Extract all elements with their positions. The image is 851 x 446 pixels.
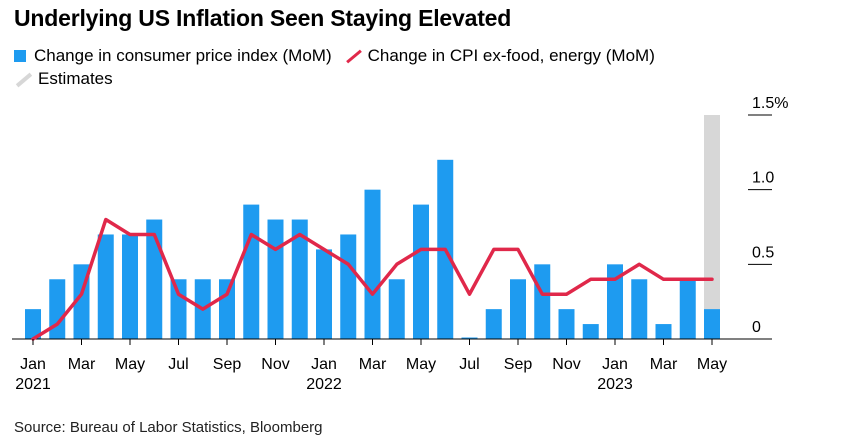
x-tick-label: Mar — [359, 356, 387, 373]
y-tick-label: 1.5% — [752, 95, 788, 112]
x-tick-label: Jan — [311, 356, 337, 373]
cpi-bar — [243, 204, 260, 339]
chart-title: Underlying US Inflation Seen Staying Ele… — [14, 5, 512, 31]
cpi-bar — [704, 309, 720, 339]
cpi-bar — [582, 324, 599, 339]
legend-label-estimates: Estimates — [38, 69, 113, 88]
legend: Change in consumer price index (MoM) Cha… — [14, 44, 667, 90]
cpi-bar — [291, 219, 308, 339]
x-tick-label: Sep — [213, 356, 242, 373]
cpi-bar — [388, 279, 405, 339]
cpi-bar — [219, 279, 235, 339]
y-tick-label: 1.0 — [752, 170, 774, 187]
cpi-bar — [49, 279, 66, 339]
x-tick-label: Nov — [552, 356, 580, 373]
x-tick-label: Jan — [602, 356, 628, 373]
cpi-bar — [316, 249, 332, 339]
cpi-bar — [558, 309, 575, 339]
x-tick-label: Jul — [459, 356, 479, 373]
estimate-band — [704, 115, 720, 339]
legend-label-core: Change in CPI ex-food, energy (MoM) — [367, 46, 655, 65]
legend-item-estimates: Estimates — [14, 67, 113, 90]
source-note: Source: Bureau of Labor Statistics, Bloo… — [14, 419, 323, 436]
legend-item-core: Change in CPI ex-food, energy (MoM) — [344, 44, 655, 67]
x-tick-year-label: 2021 — [15, 376, 51, 393]
x-tick-label: Jul — [168, 356, 188, 373]
y-tick-label: 0 — [752, 319, 761, 336]
cpi-bar — [97, 234, 114, 339]
legend-item-cpi: Change in consumer price index (MoM) — [14, 44, 332, 67]
x-tick-label: Mar — [650, 356, 678, 373]
x-tick-label: Sep — [504, 356, 533, 373]
x-tick-label: Nov — [261, 356, 289, 373]
cpi-bar — [607, 264, 623, 339]
cpi-bar — [510, 279, 526, 339]
x-tick-label: Mar — [68, 356, 96, 373]
cpi-bar — [170, 279, 187, 339]
y-tick-label: 0.5 — [752, 244, 774, 261]
x-tick-label: May — [115, 356, 145, 373]
cpi-bar — [679, 279, 696, 339]
core-cpi-line — [31, 217, 714, 341]
cpi-bar — [364, 189, 381, 339]
cpi-bar — [534, 264, 551, 339]
x-tick-year-label: 2023 — [597, 376, 633, 393]
cpi-bar — [122, 234, 138, 339]
legend-label-cpi: Change in consumer price index (MoM) — [34, 46, 332, 65]
cpi-bar — [485, 309, 502, 339]
cpi-bar — [146, 219, 163, 339]
cpi-bar — [461, 337, 478, 339]
cpi-bar — [267, 219, 284, 339]
cpi-bar — [413, 204, 429, 339]
cpi-bar — [25, 309, 41, 339]
cpi-bar — [631, 279, 648, 339]
x-tick-label: Jan — [20, 356, 46, 373]
cpi-bar — [340, 234, 357, 339]
x-tick-year-label: 2022 — [306, 376, 342, 393]
x-tick-label: May — [697, 356, 727, 373]
bar-swatch-icon — [14, 49, 26, 62]
cpi-bar — [655, 324, 672, 339]
x-tick-label: May — [406, 356, 436, 373]
